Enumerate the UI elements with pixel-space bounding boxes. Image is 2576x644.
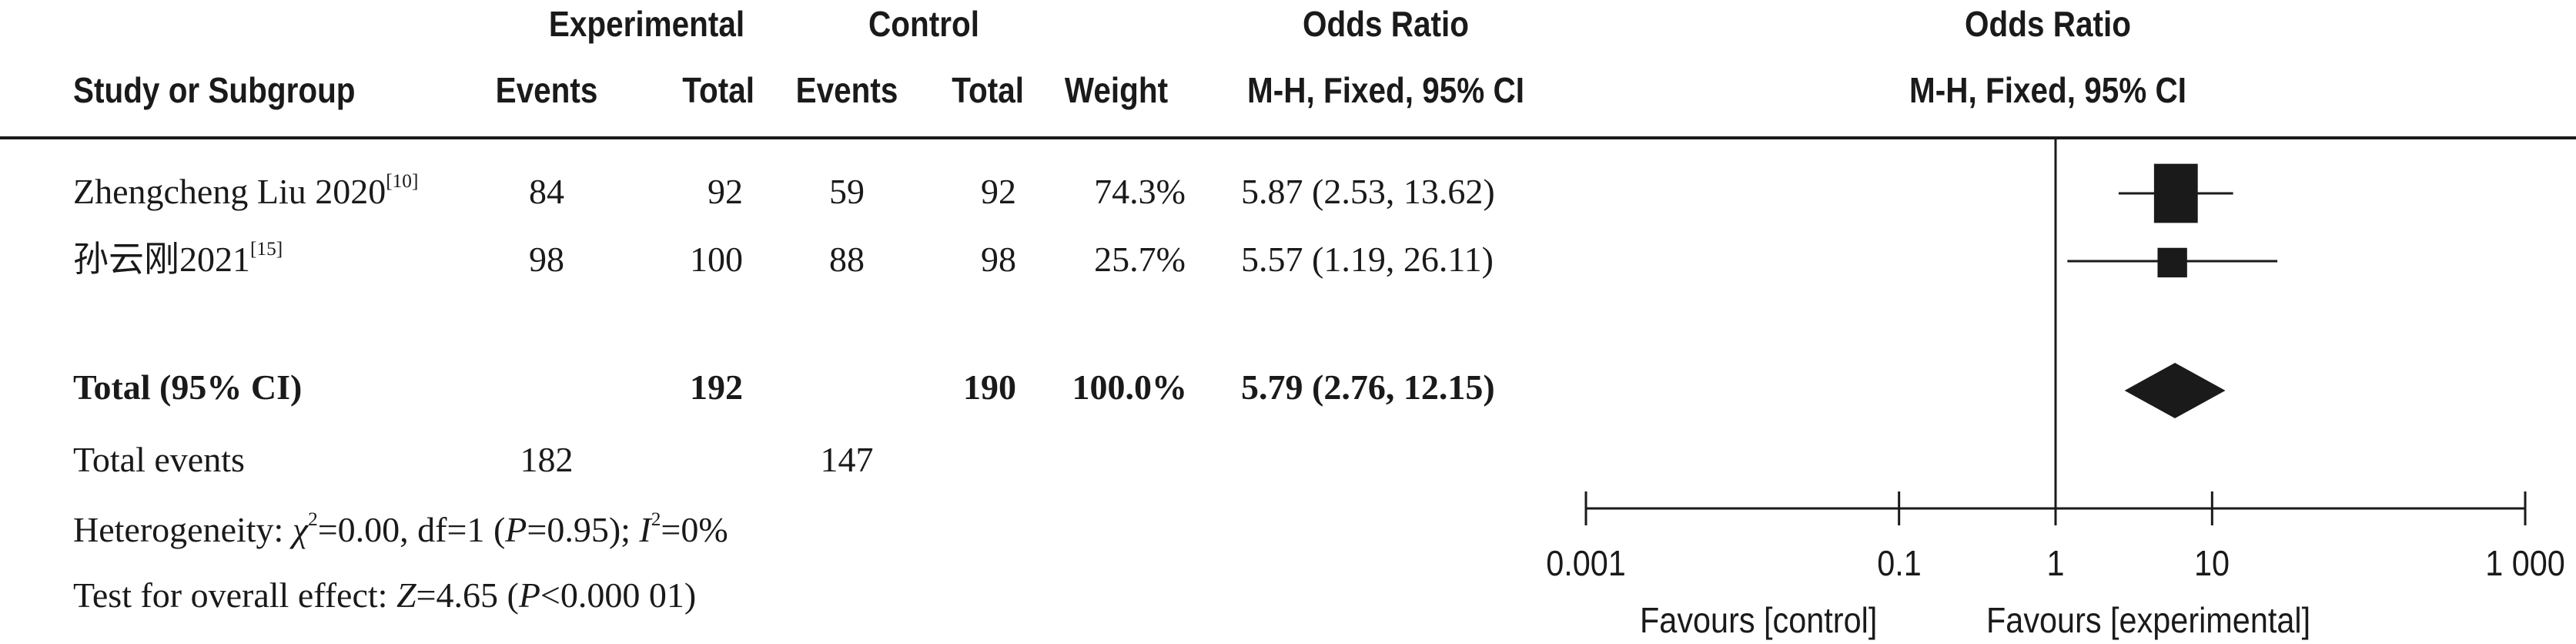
study-row-2-weight: 25.7%	[1094, 240, 1186, 279]
header-exp-total: Total	[682, 70, 754, 110]
total-ci: 5.79 (2.76, 12.15)	[1241, 367, 1495, 407]
header-method-left: M-H, Fixed, 95% CI	[1247, 70, 1524, 110]
header-control: Control	[868, 4, 979, 44]
study-row-2-ctl-events: 88	[829, 240, 865, 279]
x-axis-tick-label-4: 10	[2194, 543, 2230, 583]
study-row-2-exp-events: 98	[529, 240, 564, 279]
study-square-1	[2153, 163, 2198, 223]
study-row-2-name: 孙云刚2021[15]	[73, 237, 283, 279]
header-study: Study or Subgroup	[73, 70, 356, 110]
heterogeneity-text: Heterogeneity: χ2=0.00, df=1 (P=0.95); I…	[73, 508, 728, 549]
x-axis-tick-label-3: 1	[2046, 543, 2065, 583]
study-row-2-ctl-total: 98	[981, 240, 1016, 279]
header-weight: Weight	[1064, 70, 1169, 110]
total-weight: 100.0%	[1072, 367, 1188, 407]
study-square-2	[2157, 247, 2187, 278]
study-row-1-ctl-events: 59	[829, 172, 865, 211]
study-row-1-ci: 5.87 (2.53, 13.62)	[1241, 172, 1495, 211]
favours-control: Favours [control]	[1640, 600, 1878, 640]
study-row-2-exp-total: 100	[690, 240, 743, 279]
study-row-2-ci: 5.57 (1.19, 26.11)	[1241, 240, 1494, 279]
header-ctl-total: Total	[952, 70, 1024, 110]
header-odds-ratio-left: Odds Ratio	[1303, 4, 1469, 44]
header-experimental: Experimental	[548, 4, 745, 44]
total-events-label: Total events	[73, 440, 245, 479]
study-row-1-exp-events: 84	[529, 172, 564, 211]
header-exp-events: Events	[495, 70, 598, 110]
total-label: Total (95% CI)	[73, 367, 303, 407]
header-odds-ratio-right: Odds Ratio	[1965, 4, 2131, 44]
x-axis-tick-label-1: 0.001	[1546, 543, 1626, 583]
study-row-1-exp-total: 92	[708, 172, 743, 211]
x-axis-tick-label-5: 1 000	[2485, 543, 2565, 583]
favours-experimental: Favours [experimental]	[1986, 600, 2311, 640]
header-rule	[0, 136, 2576, 139]
total-events-ctl: 147	[820, 440, 874, 479]
total-events-exp: 182	[520, 440, 574, 479]
pooled-diamond	[2124, 363, 2226, 418]
x-axis-tick-label-2: 0.1	[1876, 543, 1922, 583]
overall-effect-text: Test for overall effect: Z=4.65 (P<0.000…	[73, 575, 697, 615]
header-method-right: M-H, Fixed, 95% CI	[1909, 70, 2186, 110]
study-row-1-weight: 74.3%	[1094, 172, 1186, 211]
total-exp-total: 192	[690, 367, 743, 407]
total-ctl-total: 190	[963, 367, 1016, 407]
header-ctl-events: Events	[795, 70, 898, 110]
study-row-1-name: Zhengcheng Liu 2020[10]	[73, 169, 419, 211]
study-row-1-ctl-total: 92	[981, 172, 1016, 211]
